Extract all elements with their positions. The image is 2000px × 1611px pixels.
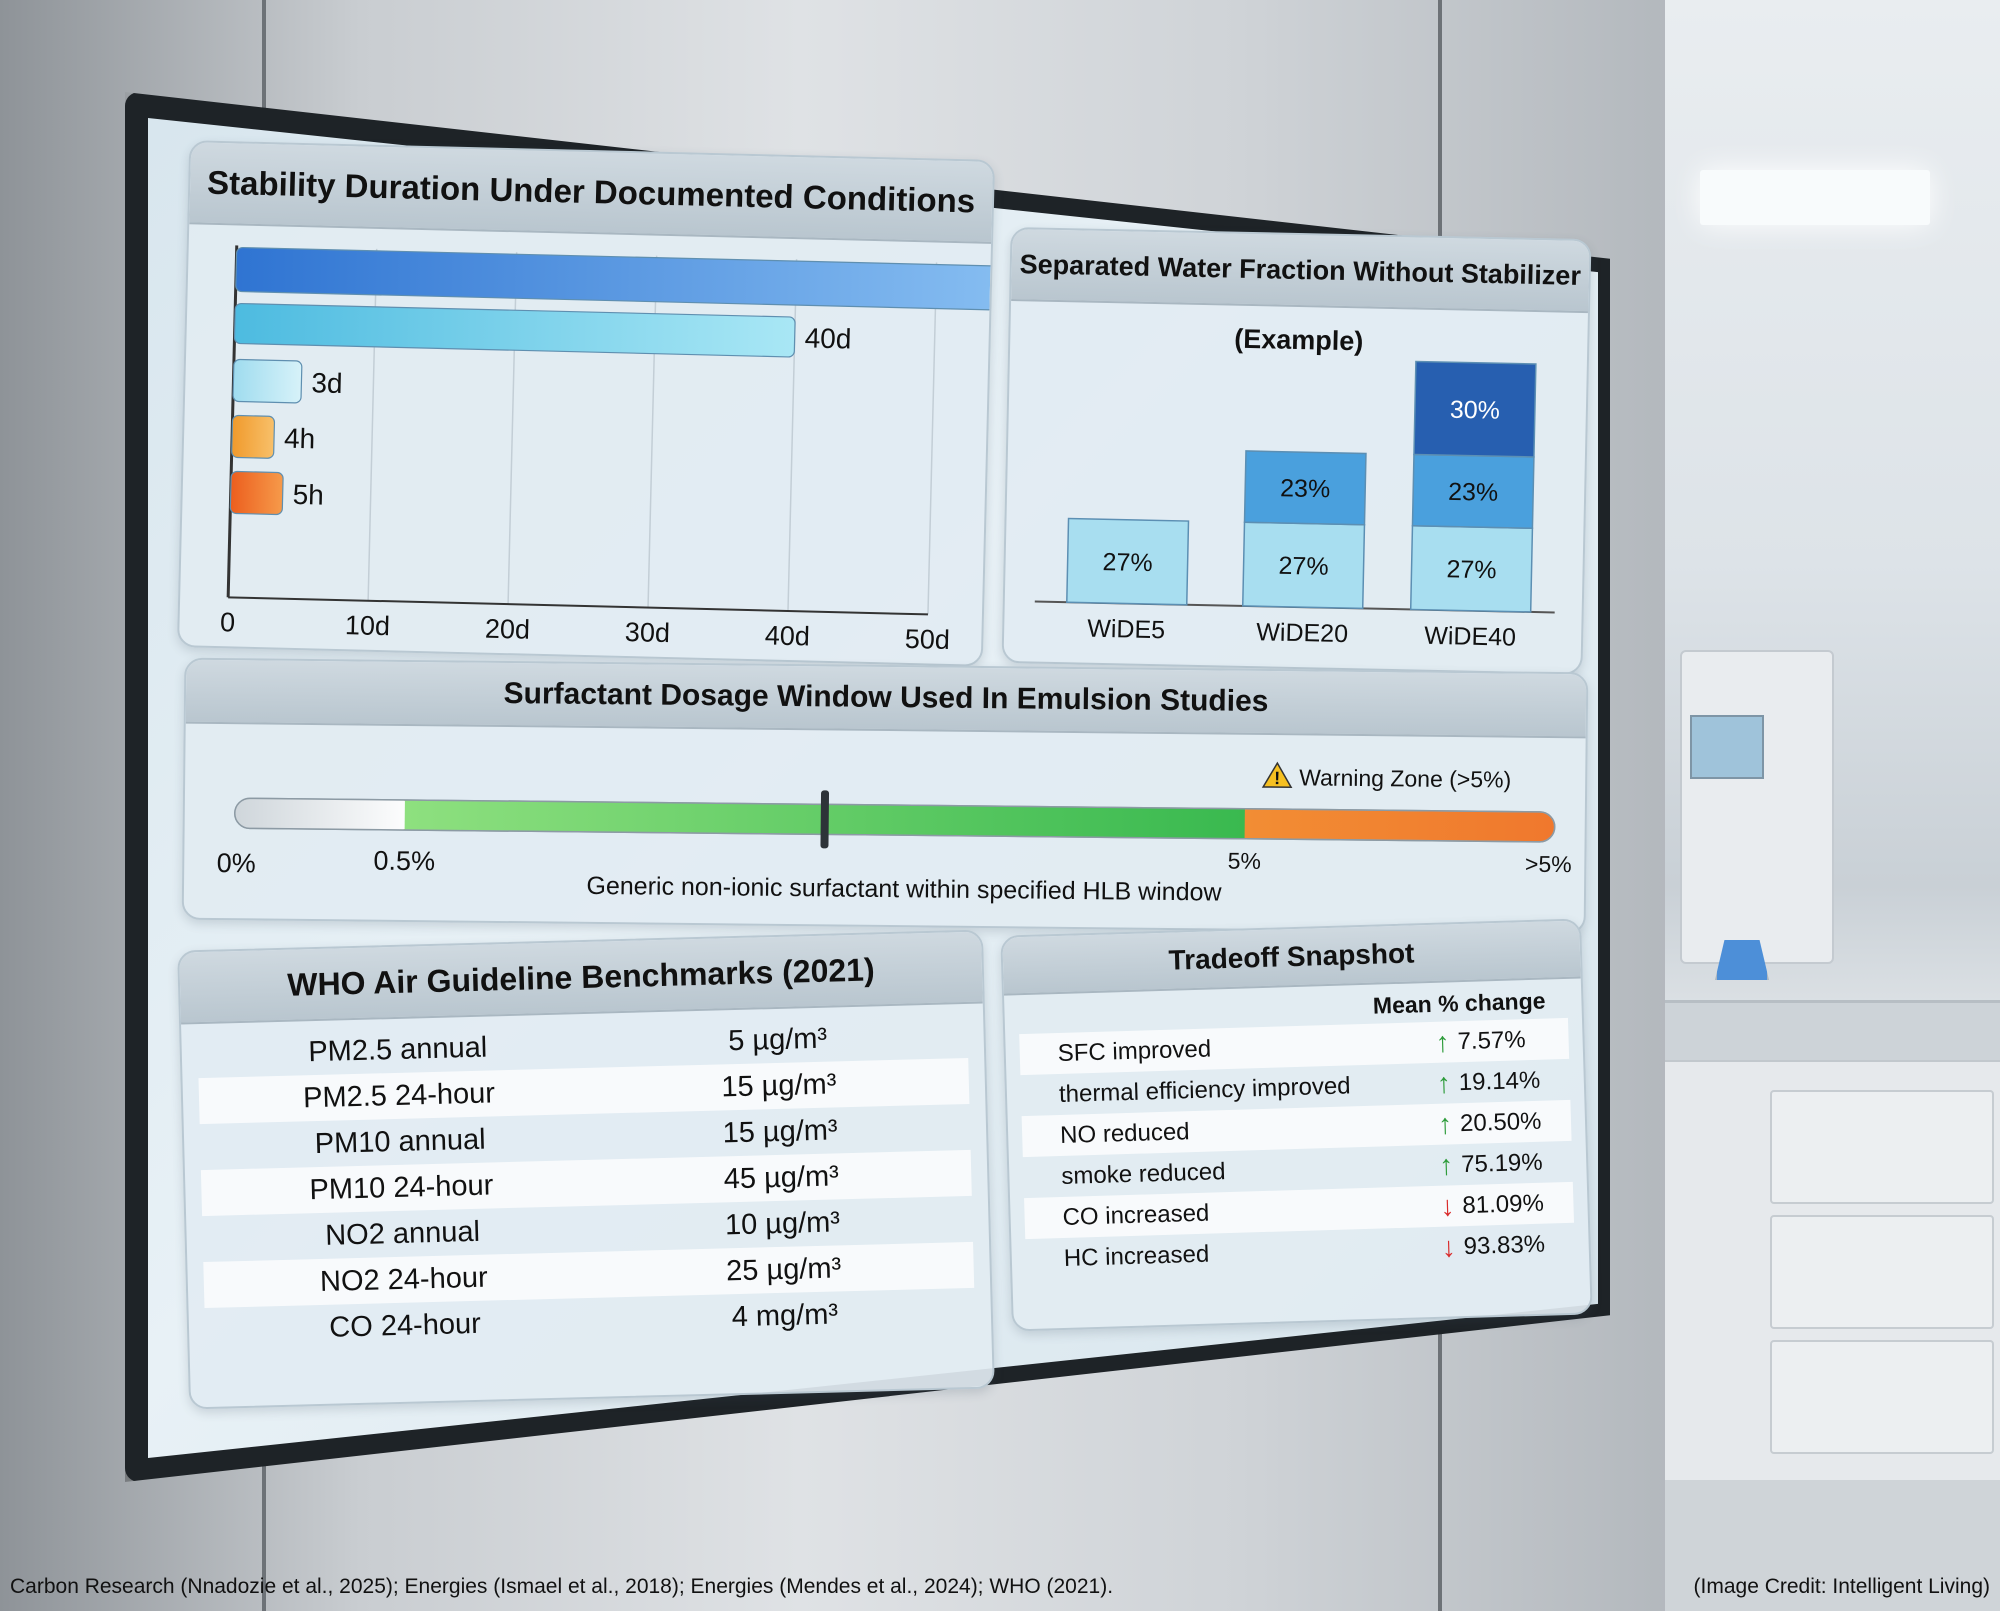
who-benchmarks-panel: WHO Air Guideline Benchmarks (2021) PM2.… xyxy=(177,929,995,1410)
guideline-value: 15 µg/m³ xyxy=(722,1113,838,1149)
lab-counter xyxy=(1665,1000,2000,1063)
lab-floor xyxy=(1665,1480,2000,1611)
pollutant-label: PM2.5 annual xyxy=(307,1031,488,1068)
arrow-up-icon: ↑ xyxy=(1437,1107,1453,1140)
bar xyxy=(229,470,284,516)
x-tick-label: 20d xyxy=(485,614,531,645)
segment-label: 23% xyxy=(1280,474,1331,503)
arrow-up-icon: ↑ xyxy=(1435,1025,1451,1058)
tick-label: 0.5% xyxy=(373,846,435,877)
warning-zone-label: Warning Zone (>5%) xyxy=(1299,764,1511,792)
warning-icon xyxy=(1261,761,1293,789)
arrow-up-icon: ↑ xyxy=(1436,1066,1452,1099)
bar xyxy=(231,414,276,459)
x-axis xyxy=(228,596,928,616)
stability-chart: 010d20d30d40d50d60d40d3d4h5h xyxy=(220,245,996,655)
dosage-window-chart: ! Warning Zone (>5%) 0% 0.5% 5% >5% Generic no… xyxy=(217,761,1572,907)
grid-line xyxy=(787,259,798,612)
pollutant-label: PM10 24-hour xyxy=(309,1168,494,1206)
change-value: 93.83% xyxy=(1463,1230,1546,1260)
below-window-zone xyxy=(234,798,415,830)
warning-icon-glyph: ! xyxy=(1274,768,1280,788)
stack-segment xyxy=(1066,517,1190,606)
pollutant-label: NO2 annual xyxy=(324,1215,481,1252)
water-fraction-title: Separated Water Fraction Without Stabili… xyxy=(1011,229,1590,356)
tick-label: >5% xyxy=(1525,851,1572,877)
guideline-value: 45 µg/m³ xyxy=(723,1159,840,1195)
arrow-down-icon: ↓ xyxy=(1439,1189,1455,1222)
category-label: WiDE20 xyxy=(1256,618,1348,648)
arrow-up-icon: ↑ xyxy=(1438,1148,1454,1181)
guideline-value: 10 µg/m³ xyxy=(724,1205,841,1241)
category-label: WiDE5 xyxy=(1087,615,1165,645)
change-value: 81.09% xyxy=(1462,1189,1545,1219)
grid-line xyxy=(367,248,378,601)
x-tick-label: 10d xyxy=(345,610,391,641)
guideline-value: 25 µg/m³ xyxy=(725,1251,842,1287)
arrow-down-icon: ↓ xyxy=(1441,1230,1457,1263)
change-value: 20.50% xyxy=(1459,1107,1542,1137)
metric-label: HC increased xyxy=(1063,1240,1210,1272)
x-tick-label: 50d xyxy=(904,624,950,655)
segment-label: 30% xyxy=(1450,396,1501,425)
tradeoff-table: SFC improved ↑ 7.57% thermal efficiency im… xyxy=(1005,1017,1589,1280)
change-value: 19.14% xyxy=(1458,1066,1541,1096)
data-label: 40d xyxy=(804,322,851,354)
pollutant-label: NO2 24-hour xyxy=(319,1261,489,1298)
water-fraction-chart: 27% WiDE5 27% 23% WiDE20 27% 23% 30% WiDE40 xyxy=(1034,360,1555,652)
bar xyxy=(233,302,796,358)
metric-label: thermal efficiency improved xyxy=(1058,1071,1351,1108)
grid-line xyxy=(507,252,518,605)
cabinet-drawer xyxy=(1770,1090,1994,1204)
cabinet-drawer xyxy=(1770,1340,1994,1454)
source-citation: Carbon Research (Nnadozie et al., 2025);… xyxy=(10,1575,1114,1598)
ceiling-light xyxy=(1700,170,1930,225)
stack-segment xyxy=(1413,360,1537,458)
tick-label: 0% xyxy=(217,848,256,878)
lab-instrument xyxy=(1680,650,1834,964)
cabinet-drawer xyxy=(1770,1215,1994,1329)
x-tick-label: 0 xyxy=(220,607,236,637)
metric-label: NO reduced xyxy=(1059,1117,1190,1149)
water-fraction-panel: Separated Water Fraction Without Stabili… xyxy=(1001,226,1592,676)
tradeoff-panel: Tradeoff Snapshot Mean % change SFC impr… xyxy=(1000,918,1593,1332)
guideline-value: 4 mg/m³ xyxy=(731,1297,839,1333)
x-tick-label: 40d xyxy=(764,620,810,651)
change-value: 7.57% xyxy=(1457,1025,1527,1055)
stability-chart-panel: Stability Duration Under Documented Cond… xyxy=(176,140,996,667)
segment-label: 27% xyxy=(1278,552,1329,581)
pollutant-label: PM2.5 24-hour xyxy=(302,1076,496,1114)
x-tick-label: 30d xyxy=(625,617,671,648)
metric-label: CO increased xyxy=(1062,1199,1210,1231)
dosage-window-panel: Surfactant Dosage Window Used In Emulsio… xyxy=(181,657,1589,935)
stack-segment xyxy=(1243,450,1367,526)
change-value: 75.19% xyxy=(1460,1148,1544,1178)
guideline-value: 5 µg/m³ xyxy=(727,1022,828,1057)
tick-label: 5% xyxy=(1228,848,1262,874)
segment-label: 23% xyxy=(1448,478,1499,507)
guideline-value: 15 µg/m³ xyxy=(720,1067,837,1103)
instrument-screen xyxy=(1690,715,1764,779)
metric-label: SFC improved xyxy=(1057,1035,1212,1067)
segment-label: 27% xyxy=(1102,548,1153,577)
data-label: 3d xyxy=(311,367,343,399)
image-credit: (Image Credit: Intelligent Living) xyxy=(1693,1575,1990,1598)
metric-label: smoke reduced xyxy=(1061,1157,1226,1190)
data-label: 4h xyxy=(284,423,316,455)
dosage-marker xyxy=(820,790,830,849)
bar xyxy=(235,246,996,313)
pollutant-label: CO 24-hour xyxy=(328,1307,482,1344)
bar xyxy=(232,358,303,404)
who-table: PM2.5 annual 5 µg/m³ PM2.5 24-hour 15 µg/m… xyxy=(181,1004,991,1355)
category-label: WiDE40 xyxy=(1424,622,1516,652)
grid-line xyxy=(647,255,658,608)
data-label: 5h xyxy=(292,479,324,511)
grid-line xyxy=(927,262,938,615)
dosage-caption: Generic non-ionic surfactant within spec… xyxy=(586,872,1222,907)
pollutant-label: PM10 annual xyxy=(314,1123,487,1160)
track-outline xyxy=(234,797,1556,843)
segment-label: 27% xyxy=(1446,555,1497,584)
